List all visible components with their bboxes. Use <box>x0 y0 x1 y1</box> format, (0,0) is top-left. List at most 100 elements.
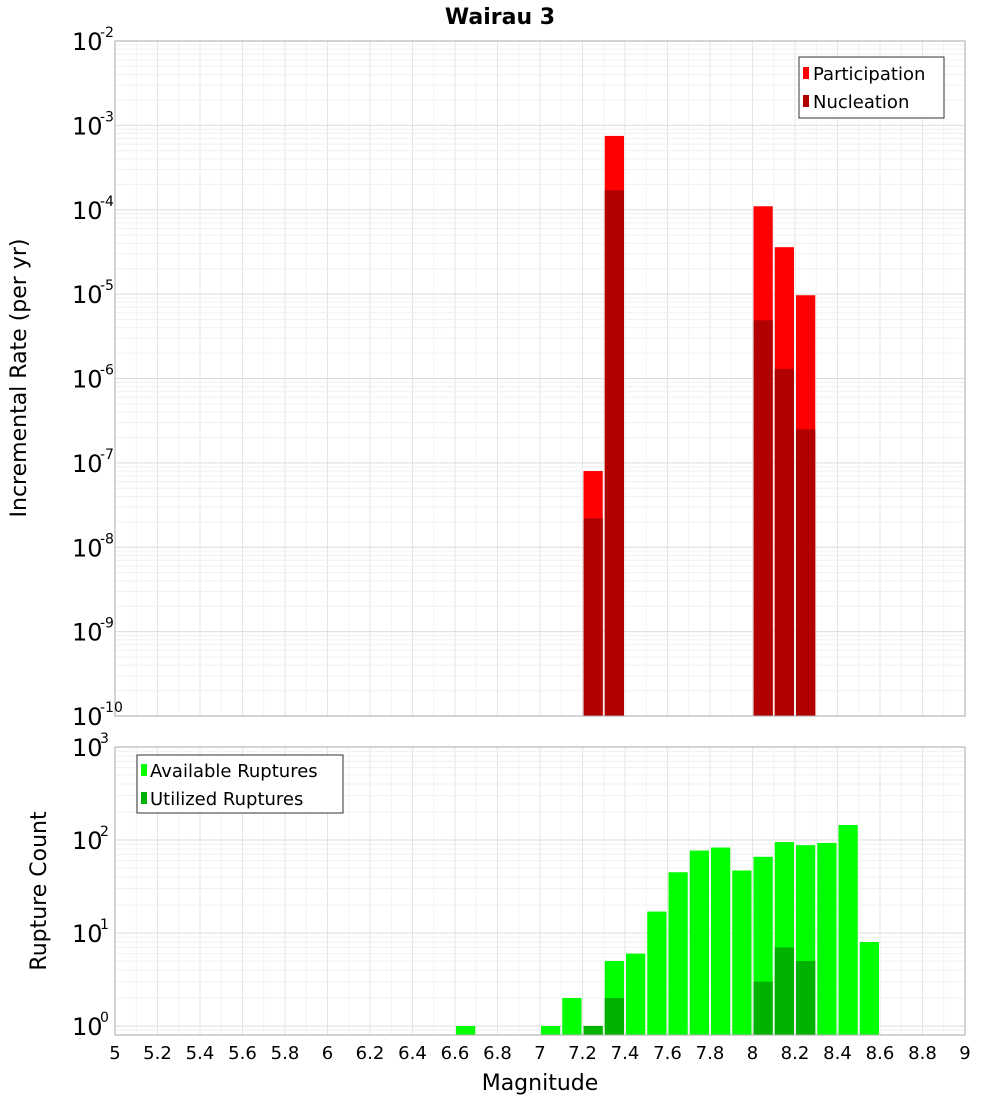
count-utilized-ruptures-bar <box>604 997 624 1035</box>
y-tick-base: 10 <box>72 197 103 225</box>
count-available-ruptures-bar <box>456 1025 476 1035</box>
count-bars <box>456 824 879 1035</box>
count-utilized-ruptures-bar <box>774 947 794 1035</box>
rate-y-tick: 10-8 <box>72 531 114 562</box>
nucleation-legend-label: Nucleation <box>813 92 909 113</box>
x-tick-label: 5.6 <box>228 1043 257 1064</box>
count-legend: Available Ruptures Utilized Ruptures <box>136 754 344 814</box>
y-tick-base: 10 <box>72 112 103 140</box>
x-tick-label: 7 <box>534 1043 545 1064</box>
rate-legend-box <box>798 56 945 119</box>
rate-nucleation-bar <box>774 368 794 716</box>
participation-legend-label: Participation <box>813 64 925 85</box>
count-utilized-ruptures-bar <box>796 960 816 1035</box>
rate-y-tick: 10-2 <box>72 25 114 56</box>
y-tick-base: 10 <box>72 734 103 762</box>
y-tick-base: 10 <box>72 450 103 478</box>
x-tick-label: 5 <box>109 1043 120 1064</box>
x-tick-label: 6.8 <box>483 1043 512 1064</box>
count-legend-box <box>136 754 344 814</box>
count-y-tick: 102 <box>72 824 109 855</box>
y-tick-base: 10 <box>72 619 103 647</box>
y-tick-exponent: 1 <box>100 917 109 933</box>
utilized-swatch <box>141 792 147 804</box>
y-tick-base: 10 <box>72 281 103 309</box>
y-tick-exponent: -6 <box>100 363 114 379</box>
rate-y-axis-label: Incremental Rate (per yr) <box>7 239 32 518</box>
x-tick-label: 7.2 <box>568 1043 597 1064</box>
count-available-ruptures-bar <box>859 942 879 1035</box>
y-tick-exponent: -9 <box>100 616 114 632</box>
rate-nucleation-bar <box>796 429 816 716</box>
rate-y-tick: 10-5 <box>72 278 114 309</box>
rate-y-tick: 10-3 <box>72 109 114 140</box>
nucleation-swatch <box>803 95 809 107</box>
rate-panel: 10-210-310-410-510-610-710-810-910-10 In… <box>7 25 966 731</box>
rate-nucleation-bar <box>583 518 603 716</box>
count-available-ruptures-bar <box>817 842 837 1035</box>
count-utilized-ruptures-bar <box>583 1025 603 1035</box>
count-available-ruptures-bar <box>689 850 709 1035</box>
y-tick-exponent: -3 <box>100 109 114 125</box>
participation-swatch <box>803 67 809 79</box>
rate-gridlines <box>115 41 965 717</box>
x-tick-label: 6.2 <box>356 1043 385 1064</box>
y-tick-exponent: -8 <box>100 531 114 547</box>
rate-legend: Participation Nucleation <box>798 56 945 119</box>
y-tick-base: 10 <box>72 827 103 855</box>
count-available-ruptures-bar <box>668 872 688 1035</box>
y-tick-base: 10 <box>72 920 103 948</box>
count-available-ruptures-bar <box>626 953 646 1035</box>
y-tick-base: 10 <box>72 534 103 562</box>
rate-nucleation-bar <box>604 190 624 716</box>
x-tick-label: 7.4 <box>611 1043 640 1064</box>
count-available-ruptures-bar <box>541 1025 561 1035</box>
count-plot-frame <box>114 746 966 1036</box>
x-tick-label: 6 <box>322 1043 333 1064</box>
x-axis-label: Magnitude <box>482 1071 599 1096</box>
rate-y-tick: 10-6 <box>72 363 114 394</box>
x-tick-label: 8.2 <box>781 1043 810 1064</box>
y-tick-exponent: -7 <box>100 447 114 463</box>
rate-y-tick: 10-9 <box>72 616 114 647</box>
x-tick-label: 8 <box>747 1043 758 1064</box>
x-tick-label: 6.4 <box>398 1043 427 1064</box>
y-tick-exponent: 0 <box>100 1010 109 1026</box>
rate-y-tick: 10-7 <box>72 447 114 478</box>
y-tick-base: 10 <box>72 28 103 56</box>
y-tick-exponent: 2 <box>100 824 109 840</box>
y-tick-exponent: -4 <box>100 194 114 210</box>
count-y-tick: 103 <box>72 731 109 762</box>
x-tick-label: 7.8 <box>696 1043 725 1064</box>
utilized-legend-label: Utilized Ruptures <box>150 789 303 810</box>
count-y-tick: 101 <box>72 917 109 948</box>
y-tick-exponent: -2 <box>100 25 114 41</box>
count-available-ruptures-bar <box>562 997 582 1035</box>
y-tick-exponent: -10 <box>100 700 123 716</box>
x-tick-label: 5.8 <box>271 1043 300 1064</box>
rate-bars <box>583 135 816 717</box>
count-available-ruptures-bar <box>732 870 752 1035</box>
x-tick-label: 8.4 <box>823 1043 852 1064</box>
count-available-ruptures-bar <box>647 911 667 1035</box>
x-tick-label: 8.8 <box>908 1043 937 1064</box>
x-tick-labels: 5 5.2 5.4 5.6 5.8 6 6.2 6.4 6.6 6.8 7 7.2 7.4 7.6 7.8 8… <box>109 1043 970 1064</box>
x-tick-label: 6.6 <box>441 1043 470 1064</box>
y-tick-exponent: -5 <box>100 278 114 294</box>
x-tick-label: 5.4 <box>186 1043 215 1064</box>
rate-y-tick-labels: 10-210-310-410-510-610-710-810-910-10 <box>72 25 123 731</box>
y-tick-exponent: 3 <box>100 731 109 747</box>
y-tick-base: 10 <box>72 366 103 394</box>
count-available-ruptures-bar <box>838 824 858 1035</box>
x-tick-label: 5.2 <box>143 1043 172 1064</box>
x-tick-label: 8.6 <box>866 1043 895 1064</box>
x-tick-label: 7.6 <box>653 1043 682 1064</box>
rate-plot-frame <box>114 40 966 717</box>
count-y-axis-label: Rupture Count <box>27 811 52 971</box>
rate-y-tick: 10-4 <box>72 194 114 225</box>
y-tick-base: 10 <box>72 1013 103 1041</box>
rate-nucleation-bar <box>753 320 773 716</box>
count-available-ruptures-bar <box>711 847 731 1035</box>
